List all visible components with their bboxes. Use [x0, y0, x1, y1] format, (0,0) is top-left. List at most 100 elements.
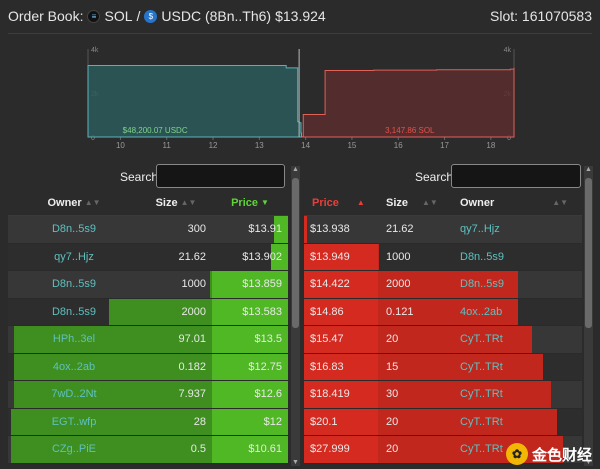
ask-row[interactable]: $14.86 0.121 4ox..2ab — [304, 298, 582, 326]
ask-price-bar — [304, 243, 378, 270]
asks-scrollbar[interactable]: ▲ ▼ — [584, 166, 593, 466]
market-title: Order Book: ≡ SOL / $ USDC (8Bn..Th6) $1… — [8, 8, 326, 24]
bid-price: $12 — [263, 415, 282, 428]
ask-price: $15.47 — [310, 333, 344, 346]
ask-row[interactable]: $27.999 20 CyT..TRt — [304, 436, 582, 464]
ask-price-bar — [304, 298, 378, 325]
ask-row[interactable]: $13.949 1000 D8n..5s9 — [304, 243, 582, 271]
ask-owner[interactable]: CyT..TRt — [460, 360, 503, 373]
ask-size: 21.62 — [386, 223, 414, 236]
bid-owner[interactable]: EGT..wfp — [51, 415, 97, 428]
asks-size-header[interactable]: Size ▲▼ — [378, 190, 452, 215]
bid-owner[interactable]: 7wD..2Nt — [51, 388, 97, 401]
bid-owner[interactable]: qy7..Hjz — [54, 250, 94, 263]
bid-size: 21.62 — [178, 250, 206, 263]
ask-row[interactable]: $15.47 20 CyT..TRt — [304, 326, 582, 354]
bid-search-input[interactable] — [156, 164, 285, 188]
sort-asc-icon: ▲ — [356, 198, 365, 207]
ask-size: 20 — [386, 333, 399, 346]
asks-price-header[interactable]: Price ▲ — [304, 190, 378, 215]
asks-size-header-label: Size — [386, 196, 409, 209]
bid-price: $13.91 — [248, 223, 282, 236]
ask-price: $14.86 — [310, 305, 344, 318]
bid-owner[interactable]: 4ox..2ab — [52, 360, 96, 373]
bids-owner-header-label: Owner — [47, 196, 82, 209]
scroll-down-icon[interactable]: ▼ — [292, 459, 299, 466]
current-price: $13.924 — [275, 8, 326, 24]
bid-row[interactable]: D8n..5s9 2000 $13.583 — [8, 298, 288, 326]
sort-icon: ▲▼ — [422, 198, 438, 207]
ask-search-label: Search: — [415, 170, 457, 184]
bid-row[interactable]: 4ox..2ab 0.182 $12.75 — [8, 353, 288, 381]
ask-owner[interactable]: 4ox..2ab — [460, 305, 503, 318]
bid-row[interactable]: qy7..Hjz 21.62 $13.902 — [8, 243, 288, 271]
ask-price-bar — [304, 216, 307, 243]
bid-price: $12.75 — [248, 360, 282, 373]
bid-row[interactable]: D8n..5s9 300 $13.91 — [8, 216, 288, 244]
bid-owner[interactable]: D8n..5s9 — [51, 223, 97, 236]
bid-owner[interactable]: HPh..3el — [52, 333, 96, 346]
ask-price: $13.938 — [310, 223, 350, 236]
ask-row[interactable]: $18.419 30 CyT..TRt — [304, 381, 582, 409]
bid-row[interactable]: HPh..3el 97.01 $13.5 — [8, 326, 288, 354]
scroll-up-icon[interactable]: ▲ — [585, 166, 592, 173]
bid-price-bar — [212, 353, 288, 380]
ask-owner[interactable]: D8n..5s9 — [460, 250, 505, 263]
ask-owner[interactable]: CyT..TRt — [460, 388, 503, 401]
ask-owner[interactable]: qy7..Hjz — [460, 223, 500, 236]
ask-row[interactable]: $20.1 20 CyT..TRt — [304, 408, 582, 436]
ask-row[interactable]: $13.938 21.62 qy7..Hjz — [304, 216, 582, 244]
y-tick-label: 4k — [91, 47, 99, 54]
ask-owner[interactable]: CyT..TRt — [460, 333, 503, 346]
bid-owner[interactable]: D8n..5s9 — [51, 278, 97, 291]
bid-price: $10.61 — [248, 443, 282, 456]
ask-owner[interactable]: CyT..TRt — [460, 443, 503, 456]
asks-scroll-thumb[interactable] — [585, 178, 592, 328]
sort-icon: ▲▼ — [552, 198, 569, 207]
watermark-text: 金色财经 — [531, 446, 592, 464]
ask-row[interactable]: $14.422 2000 D8n..5s9 — [304, 271, 582, 299]
x-tick-label: 15 — [347, 141, 356, 150]
slot-number: Slot: 161070583 — [490, 8, 592, 24]
bid-owner[interactable]: CZg..PiE — [51, 443, 96, 456]
bid-size: 300 — [187, 223, 206, 236]
sort-icon: ▲▼ — [180, 198, 197, 207]
bids-price-header[interactable]: Price ▼ — [212, 190, 288, 215]
bid-price-bar — [274, 216, 288, 243]
bids-scrollbar[interactable]: ▲ ▼ — [291, 166, 300, 466]
ask-search-input[interactable] — [451, 164, 581, 188]
x-tick-label: 14 — [301, 141, 310, 150]
bid-row[interactable]: EGT..wfp 28 $12 — [8, 408, 288, 436]
ask-price-bar — [304, 381, 378, 408]
ask-owner[interactable]: D8n..5s9 — [460, 278, 505, 291]
asks-header-row: Price ▲ Size ▲▼ Owner ▲▼ — [304, 190, 582, 216]
ask-size: 20 — [386, 415, 399, 428]
x-tick-label: 18 — [486, 141, 495, 150]
ask-price: $27.999 — [310, 443, 350, 456]
bid-row[interactable]: CZg..PiE 0.5 $10.61 — [8, 436, 288, 464]
bid-row[interactable]: 7wD..2Nt 7.937 $12.6 — [8, 381, 288, 409]
bid-row[interactable]: D8n..5s9 1000 $13.859 — [8, 271, 288, 299]
ask-owner[interactable]: CyT..TRt — [460, 415, 503, 428]
ask-price: $16.83 — [310, 360, 344, 373]
ask-size: 1000 — [386, 250, 411, 263]
bids-owner-header[interactable]: Owner ▲▼ — [8, 190, 140, 215]
x-tick-label: 17 — [440, 141, 449, 150]
bid-size: 0.5 — [190, 443, 206, 456]
scroll-up-icon[interactable]: ▲ — [292, 166, 299, 173]
ask-price-bar — [304, 353, 378, 380]
bids-size-header[interactable]: Size ▲▼ — [140, 190, 212, 215]
scroll-down-icon[interactable]: ▼ — [585, 459, 592, 466]
ask-price-bar — [304, 436, 378, 463]
bid-owner[interactable]: D8n..5s9 — [51, 305, 97, 318]
ask-price-bar — [304, 326, 378, 353]
sort-icon: ▲▼ — [84, 198, 101, 207]
bids-scroll-thumb[interactable] — [292, 178, 299, 328]
bid-price: $13.583 — [242, 305, 282, 318]
x-tick-label: 11 — [163, 141, 172, 150]
bid-size: 97.01 — [178, 333, 206, 346]
asks-owner-header[interactable]: Owner ▲▼ — [452, 190, 582, 215]
ask-row[interactable]: $16.83 15 CyT..TRt — [304, 353, 582, 381]
ask-price: $13.949 — [310, 250, 350, 263]
header-divider — [8, 33, 592, 34]
